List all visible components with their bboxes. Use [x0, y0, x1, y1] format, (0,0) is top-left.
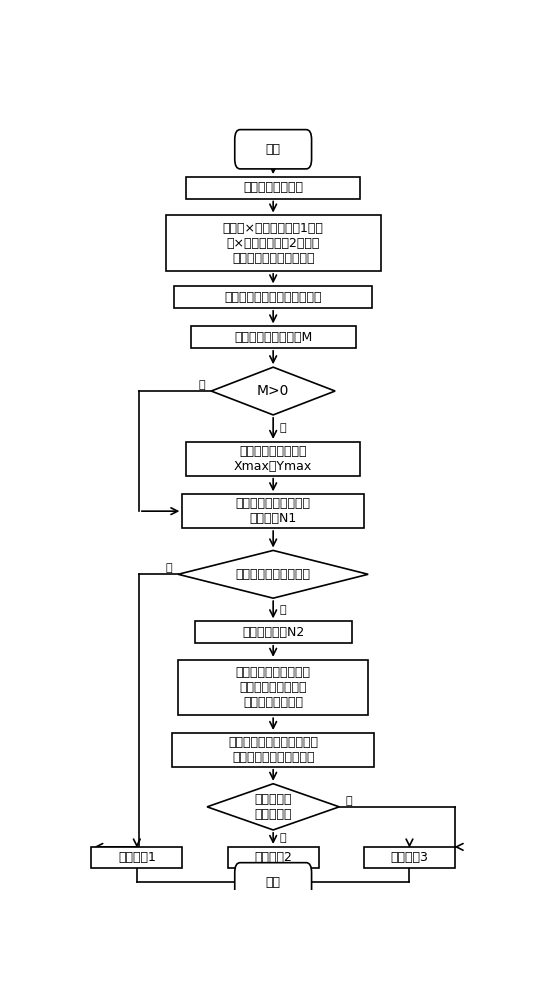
- Text: 选取产出数量最多的排料方式: 选取产出数量最多的排料方式: [224, 291, 322, 304]
- FancyBboxPatch shape: [174, 286, 372, 308]
- Text: 是: 是: [279, 833, 286, 843]
- Text: 是: 是: [279, 423, 286, 433]
- Text: 结束: 结束: [265, 876, 281, 889]
- Text: 计算需要整板的张数M: 计算需要整板的张数M: [234, 331, 312, 344]
- FancyBboxPatch shape: [195, 621, 352, 643]
- Text: 从产出率最大的数组中，选
取板料大边尺寸的最小值: 从产出率最大的数组中，选 取板料大边尺寸的最小值: [228, 736, 318, 764]
- Polygon shape: [211, 367, 335, 415]
- Polygon shape: [207, 784, 340, 830]
- Text: 输出结果3: 输出结果3: [391, 851, 429, 864]
- FancyBboxPatch shape: [182, 494, 364, 528]
- Text: 是: 是: [279, 605, 286, 615]
- FancyBboxPatch shape: [92, 847, 182, 868]
- Text: 开始: 开始: [265, 143, 281, 156]
- Text: 判断是否有
非整张板料: 判断是否有 非整张板料: [254, 793, 292, 821]
- Text: 循环计算各种排料方式
的长、宽及产出率，
以数组的形式存储: 循环计算各种排料方式 的长、宽及产出率， 以数组的形式存储: [236, 666, 311, 709]
- Polygon shape: [178, 550, 368, 598]
- FancyBboxPatch shape: [187, 177, 360, 199]
- FancyBboxPatch shape: [228, 847, 319, 868]
- Text: 输出结果1: 输出结果1: [118, 851, 156, 864]
- Text: 判断是否有非整张板料: 判断是否有非整张板料: [236, 568, 311, 581]
- Text: M>0: M>0: [257, 384, 289, 398]
- Text: 获取循环参数N2: 获取循环参数N2: [242, 626, 304, 639]
- FancyBboxPatch shape: [172, 733, 374, 767]
- FancyBboxPatch shape: [364, 847, 455, 868]
- Text: 填写棒料下料参数: 填写棒料下料参数: [243, 181, 303, 194]
- FancyBboxPatch shape: [178, 660, 368, 715]
- FancyBboxPatch shape: [235, 863, 312, 902]
- FancyBboxPatch shape: [187, 442, 360, 476]
- Text: 计算整张板料的尺寸
Xmax和Ymax: 计算整张板料的尺寸 Xmax和Ymax: [234, 445, 312, 473]
- Text: 否: 否: [345, 796, 352, 806]
- Text: 否: 否: [165, 563, 172, 573]
- Text: 否: 否: [198, 380, 205, 390]
- FancyBboxPatch shape: [166, 215, 381, 271]
- Text: 计算非整张板料剩余的
加工数量N1: 计算非整张板料剩余的 加工数量N1: [236, 497, 311, 525]
- FancyBboxPatch shape: [191, 326, 356, 348]
- FancyBboxPatch shape: [235, 130, 312, 169]
- Text: 输出结果2: 输出结果2: [254, 851, 292, 864]
- Text: 计算长×宽排列（方式1）和
宽×长排列（方式2）两种
排料方式产出的工件数量: 计算长×宽排列（方式1）和 宽×长排列（方式2）两种 排料方式产出的工件数量: [223, 222, 324, 265]
